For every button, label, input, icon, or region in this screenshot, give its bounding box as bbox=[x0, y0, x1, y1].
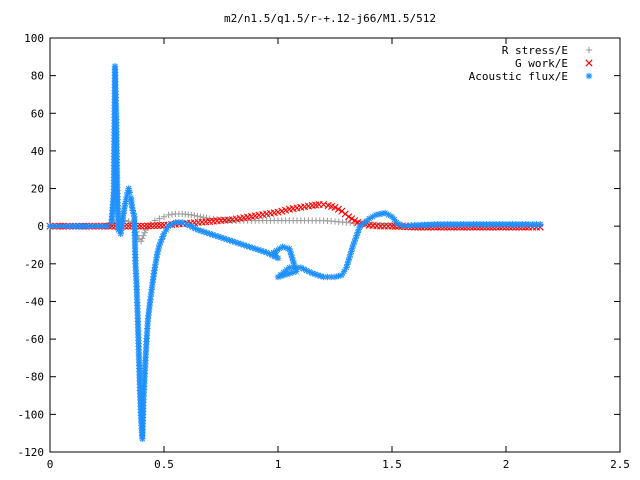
x-tick-label: 0.5 bbox=[154, 458, 174, 471]
data-point bbox=[140, 222, 149, 230]
y-tick-label: -20 bbox=[24, 258, 44, 271]
y-tick-label: 20 bbox=[31, 183, 44, 196]
data-point bbox=[191, 212, 198, 219]
series-acoustic-flux-e bbox=[46, 63, 544, 443]
data-point bbox=[338, 271, 346, 279]
data-point bbox=[156, 215, 163, 222]
data-point bbox=[306, 268, 313, 276]
data-point bbox=[157, 221, 165, 229]
legend-marker bbox=[585, 46, 593, 54]
legend-marker bbox=[585, 72, 593, 80]
y-tick-label: 40 bbox=[31, 145, 44, 158]
data-point bbox=[537, 221, 544, 228]
axes: 0 0.5 1 1.5 2 2.5 -120 -100 -80 -60 -40 -20 0 20 40 60 8… bbox=[18, 32, 630, 471]
data-point bbox=[141, 229, 148, 236]
data-point bbox=[345, 257, 352, 265]
y-tick-label: 100 bbox=[24, 32, 44, 45]
data-point bbox=[257, 247, 265, 254]
legend-label: G work/E bbox=[515, 57, 568, 70]
data-point bbox=[203, 214, 210, 222]
data-point bbox=[194, 212, 201, 220]
data-point bbox=[331, 203, 339, 211]
data-point bbox=[139, 235, 146, 242]
y-tick-label: 80 bbox=[31, 70, 44, 83]
data-point bbox=[150, 222, 158, 230]
y-tick-label: -80 bbox=[24, 371, 44, 384]
y-tick-label: -60 bbox=[24, 333, 44, 346]
x-tick-label: 1.5 bbox=[382, 458, 402, 471]
plot-frame bbox=[49, 37, 621, 453]
y-tick-label: -100 bbox=[18, 408, 45, 421]
x-tick-label: 2.5 bbox=[610, 458, 630, 471]
legend-label: Acoustic flux/E bbox=[469, 70, 568, 83]
data-point bbox=[124, 222, 132, 230]
data-point bbox=[103, 222, 111, 230]
data-point bbox=[347, 251, 354, 258]
data-point bbox=[137, 222, 145, 230]
data-point bbox=[344, 261, 351, 268]
data-point bbox=[188, 211, 195, 219]
data-point bbox=[126, 189, 133, 196]
data-point bbox=[340, 268, 348, 275]
data-point bbox=[334, 205, 343, 213]
data-point bbox=[388, 222, 396, 230]
data-point bbox=[366, 215, 373, 222]
plot-area bbox=[46, 63, 544, 443]
data-point bbox=[249, 244, 256, 252]
chart-title: m2/n1.5/q1.5/r-+.12-j66/M1.5/512 bbox=[224, 12, 436, 25]
data-point bbox=[160, 213, 168, 220]
y-tick-label: -120 bbox=[18, 446, 45, 459]
x-tick-label: 2 bbox=[503, 458, 510, 471]
legend-label: R stress/E bbox=[502, 44, 568, 57]
data-point bbox=[138, 238, 145, 245]
legend-marker bbox=[585, 59, 593, 67]
data-point bbox=[144, 222, 152, 230]
data-point bbox=[147, 222, 155, 230]
x-tick-label: 1 bbox=[275, 458, 282, 471]
data-point bbox=[309, 270, 316, 277]
x-tick-label: 0 bbox=[47, 458, 54, 471]
data-point bbox=[140, 232, 147, 239]
y-tick-label: 60 bbox=[31, 107, 44, 120]
data-point bbox=[197, 213, 204, 220]
y-tick-label: -40 bbox=[24, 295, 44, 308]
y-tick-label: 0 bbox=[37, 220, 44, 233]
data-point bbox=[125, 185, 132, 192]
data-point bbox=[153, 221, 162, 230]
